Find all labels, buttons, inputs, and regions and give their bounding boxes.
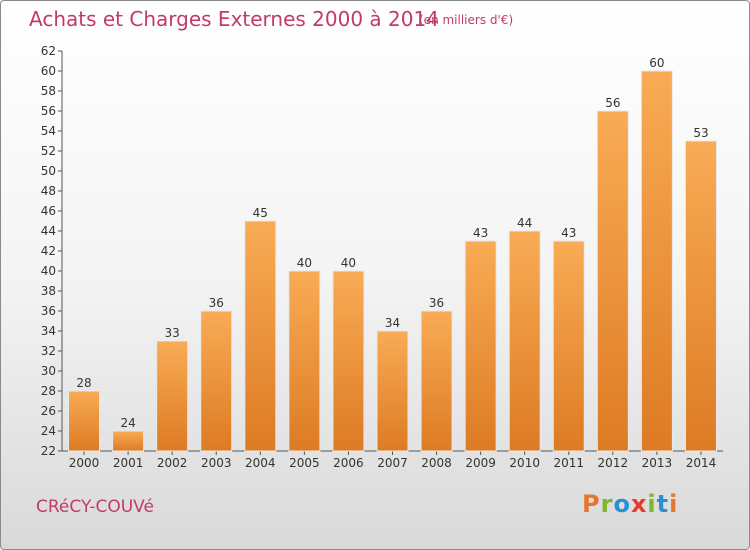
data-label: 43 — [473, 226, 488, 240]
bar — [244, 220, 277, 452]
data-label: 40 — [341, 256, 356, 270]
x-tick-label: 2003 — [201, 456, 232, 470]
x-tick-label: 2005 — [289, 456, 320, 470]
bar — [552, 240, 585, 452]
logo-letter: x — [630, 490, 648, 518]
bar — [288, 270, 321, 452]
x-tick-label: 2001 — [113, 456, 144, 470]
y-tick-label: 42 — [41, 244, 56, 258]
proxiti-logo: Proxiti — [582, 490, 678, 518]
y-tick-label: 34 — [41, 324, 56, 338]
data-label: 36 — [209, 296, 224, 310]
bar — [68, 390, 101, 452]
bars — [68, 70, 717, 452]
bar — [684, 140, 717, 452]
y-tick-label: 28 — [41, 384, 56, 398]
data-label: 56 — [605, 96, 620, 110]
data-label: 40 — [297, 256, 312, 270]
x-tick-label: 2008 — [421, 456, 452, 470]
logo-letter: t — [656, 490, 670, 518]
bar — [200, 310, 233, 452]
data-labels: 28 24 33 36 45 40 40 34 36 43 44 43 56 60 53 — [76, 56, 708, 430]
y-tick-label: 56 — [41, 104, 56, 118]
x-tick-label: 2014 — [686, 456, 717, 470]
y-tick-label: 22 — [41, 444, 56, 458]
data-label: 60 — [649, 56, 664, 70]
place-name: CRéCY-COUVé — [36, 497, 154, 517]
bar — [464, 240, 497, 452]
bar — [112, 430, 145, 452]
bar — [376, 330, 409, 452]
y-tick-label: 60 — [41, 64, 56, 78]
x-tick-label: 2000 — [69, 456, 100, 470]
y-tick-label: 58 — [41, 84, 56, 98]
data-label: 24 — [120, 416, 135, 430]
bar — [596, 110, 629, 452]
bar — [508, 230, 541, 452]
y-tick-label: 54 — [41, 124, 56, 138]
x-tick-label: 2004 — [245, 456, 276, 470]
y-tick-label: 46 — [41, 204, 56, 218]
x-tick-label: 2006 — [333, 456, 364, 470]
y-tick-label: 36 — [41, 304, 56, 318]
x-tick-label: 2007 — [377, 456, 408, 470]
bar — [156, 340, 189, 452]
bar — [640, 70, 673, 452]
bar — [420, 310, 453, 452]
logo-letter: o — [613, 490, 631, 518]
x-tick-label: 2009 — [465, 456, 496, 470]
data-label: 45 — [253, 206, 268, 220]
data-label: 33 — [165, 326, 180, 340]
y-tick-label: 32 — [41, 344, 56, 358]
bar — [332, 270, 365, 452]
x-tick-label: 2012 — [598, 456, 629, 470]
data-label: 36 — [429, 296, 444, 310]
x-tick-label: 2013 — [642, 456, 673, 470]
y-tick-label: 40 — [41, 264, 56, 278]
data-label: 53 — [693, 126, 708, 140]
logo-letter: r — [600, 490, 614, 518]
y-tick-label: 62 — [41, 44, 56, 58]
x-tick-label: 2002 — [157, 456, 188, 470]
y-tick-label: 48 — [41, 184, 56, 198]
y-tick-label: 26 — [41, 404, 56, 418]
y-tick-label: 44 — [41, 224, 56, 238]
y-tick-label: 50 — [41, 164, 56, 178]
axes: 22 24 26 28 30 32 34 36 38 40 42 44 46 48 50 52 54 56 58 60… — [41, 44, 723, 470]
y-tick-label: 30 — [41, 364, 56, 378]
x-tick-label: 2010 — [509, 456, 540, 470]
chart-subtitle: (en milliers d'€) — [419, 13, 514, 27]
data-label: 44 — [517, 216, 532, 230]
chart-title: Achats et Charges Externes 2000 à 2014 — [29, 7, 439, 31]
logo-letter: i — [647, 490, 657, 518]
y-tick-label: 24 — [41, 424, 56, 438]
x-tick-label: 2011 — [553, 456, 584, 470]
data-label: 28 — [76, 376, 91, 390]
y-tick-label: 52 — [41, 144, 56, 158]
logo-letter: P — [582, 490, 601, 518]
y-tick-label: 38 — [41, 284, 56, 298]
logo-letter: i — [669, 490, 679, 518]
data-label: 43 — [561, 226, 576, 240]
data-label: 34 — [385, 316, 400, 330]
